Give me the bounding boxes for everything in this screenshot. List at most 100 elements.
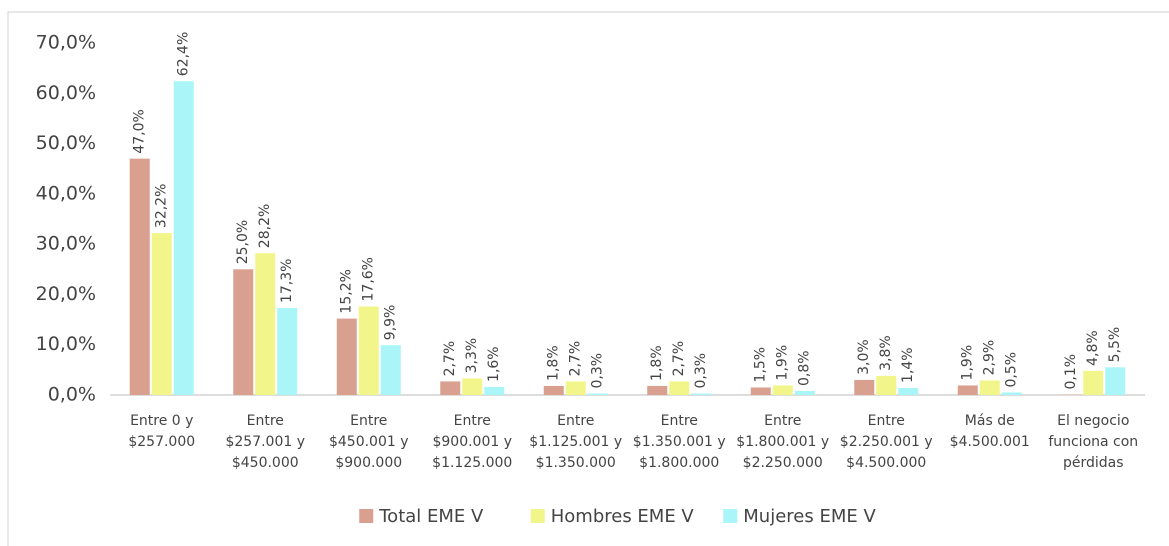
x-tick-line: $900.001 y [432, 434, 512, 450]
x-tick-line: Entre [454, 413, 491, 429]
bar [772, 385, 793, 395]
y-tick-label: 50,0% [36, 132, 96, 154]
data-label: 47,0% [132, 109, 148, 153]
bar [647, 385, 668, 395]
data-label: 0,5% [1004, 352, 1020, 388]
bar [151, 233, 172, 395]
legend-swatch [530, 509, 545, 523]
x-tick-line: $2.250.001 y [840, 434, 933, 450]
x-tick-line: $1.125.000 [432, 455, 512, 471]
x-tick-label: Entre $450.001 y $900.000 [329, 413, 409, 471]
x-tick-line: $1.350.000 [536, 455, 616, 471]
data-label: 28,2% [257, 204, 273, 248]
x-tick-line: $2.250.000 [743, 455, 823, 471]
data-label: 1,6% [486, 346, 502, 382]
x-tick-label: Entre $1.125.001 y $1.350.000 [529, 413, 622, 471]
x-tick-label: Entre $1.350.001 y $1.800.000 [633, 413, 726, 471]
legend-label: Mujeres EME V [743, 506, 876, 527]
x-tick-line: $257.001 y [225, 434, 305, 450]
x-tick-line: Entre [764, 413, 801, 429]
x-tick-line: funciona con [1048, 434, 1138, 450]
y-tick-label: 0,0% [48, 384, 96, 406]
x-tick-line: $1.350.001 y [633, 434, 726, 450]
bar [462, 378, 483, 395]
bar [669, 381, 690, 395]
x-tick-line: $1.800.001 y [736, 434, 829, 450]
x-tick-line: Entre [350, 413, 387, 429]
x-tick-label: Entre $257.001 y $450.000 [225, 413, 305, 471]
data-label: 1,5% [753, 347, 769, 383]
data-label: 4,8% [1085, 330, 1101, 366]
x-tick-line: Entre 0 y [130, 413, 193, 429]
data-label: 2,7% [442, 341, 458, 377]
legend-label: Hombres EME V [551, 506, 695, 527]
data-label: 0,3% [693, 353, 709, 389]
bar [233, 269, 254, 395]
bar [380, 345, 401, 395]
x-tick-line: $1.125.001 y [529, 434, 622, 450]
data-label: 1,9% [960, 345, 976, 381]
x-tick-line: $900.000 [335, 455, 402, 471]
data-label: 1,4% [900, 347, 916, 383]
chart-frame [7, 11, 1169, 546]
x-tick-line: $257.000 [128, 434, 195, 450]
data-label: 2,7% [568, 341, 584, 377]
bar [440, 381, 461, 395]
legend-swatch [723, 509, 738, 523]
x-tick-label: Entre $1.800.001 y $2.250.000 [736, 413, 829, 471]
x-tick-line: El negocio [1057, 413, 1129, 429]
x-tick-line: $4.500.001 [950, 434, 1030, 450]
x-tick-label: Entre $2.250.001 y $4.500.000 [840, 413, 933, 471]
y-tick-label: 70,0% [36, 32, 96, 54]
x-tick-line: Más de [965, 413, 1015, 429]
data-label: 15,2% [339, 269, 355, 313]
x-tick-line: $450.001 y [329, 434, 409, 450]
bar [979, 380, 1000, 395]
x-tick-label: Más de $4.500.001 [950, 413, 1030, 450]
bar [277, 308, 298, 395]
y-tick-label: 10,0% [36, 333, 96, 355]
bar [691, 393, 712, 395]
bar [587, 393, 608, 395]
bar [1083, 370, 1104, 395]
data-label: 1,8% [546, 345, 562, 381]
x-tick-label: El negocio funciona con pérdidas [1048, 413, 1138, 471]
bar [358, 306, 379, 395]
legend-swatch [359, 509, 374, 523]
x-tick-line: Entre [661, 413, 698, 429]
x-tick-label: Entre $900.001 y $1.125.000 [432, 413, 512, 471]
bar [957, 385, 978, 395]
bar [336, 318, 357, 395]
data-label: 9,9% [383, 305, 399, 341]
data-label: 32,2% [154, 184, 170, 228]
data-label: 25,0% [235, 220, 251, 264]
data-label: 3,8% [878, 335, 894, 371]
bar [565, 381, 586, 395]
data-label: 3,0% [856, 339, 872, 375]
x-tick-label: Entre 0 y $257.000 [128, 413, 195, 450]
y-tick-label: 20,0% [36, 283, 96, 305]
x-tick-line: pérdidas [1063, 455, 1124, 471]
data-label: 17,3% [279, 259, 295, 303]
legend-label: Total EME V [378, 506, 484, 527]
bar [1105, 367, 1126, 395]
data-label: 17,6% [361, 257, 377, 301]
bar [1001, 392, 1022, 395]
x-tick-line: $4.500.000 [846, 455, 926, 471]
bar [750, 387, 771, 395]
x-tick-line: $450.000 [232, 455, 299, 471]
y-tick-label: 60,0% [36, 82, 96, 104]
bar [876, 375, 897, 395]
data-label: 0,8% [797, 350, 813, 386]
data-label: 0,3% [590, 353, 606, 389]
bar [898, 387, 919, 395]
data-label: 5,5% [1107, 327, 1123, 363]
data-label: 3,3% [464, 338, 480, 374]
y-tick-label: 30,0% [36, 233, 96, 255]
data-label: 1,9% [775, 345, 791, 381]
bar [543, 385, 564, 395]
bar [255, 253, 276, 395]
bar [173, 81, 194, 396]
bar [129, 158, 150, 395]
